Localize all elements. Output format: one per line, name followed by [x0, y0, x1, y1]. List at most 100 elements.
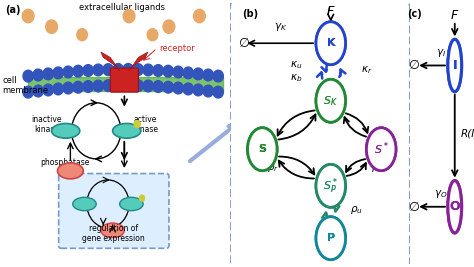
Ellipse shape [57, 163, 83, 179]
Circle shape [103, 80, 113, 92]
Text: $\rho_b$: $\rho_b$ [371, 162, 384, 174]
Circle shape [93, 64, 103, 76]
Ellipse shape [73, 197, 96, 211]
Text: K: K [327, 38, 335, 48]
Circle shape [73, 65, 83, 77]
Circle shape [448, 39, 462, 92]
Text: P: P [327, 233, 335, 243]
Circle shape [203, 69, 213, 81]
Ellipse shape [101, 223, 124, 238]
Circle shape [77, 29, 87, 41]
Circle shape [53, 83, 64, 95]
Text: $\rho_u$: $\rho_u$ [349, 204, 363, 216]
Text: receptor: receptor [160, 44, 195, 53]
Circle shape [83, 65, 93, 76]
Circle shape [23, 86, 33, 98]
Circle shape [173, 82, 183, 94]
Circle shape [316, 217, 346, 260]
Text: $S^*$: $S^*$ [374, 141, 389, 158]
Text: $\kappa_b$: $\kappa_b$ [291, 72, 303, 84]
Text: active
kinase: active kinase [133, 115, 158, 134]
Circle shape [163, 20, 175, 33]
Text: (a): (a) [5, 5, 20, 15]
Text: $\kappa_r$: $\kappa_r$ [361, 64, 373, 76]
Circle shape [153, 65, 164, 76]
Text: I: I [453, 59, 457, 72]
Circle shape [139, 195, 145, 201]
Circle shape [103, 64, 113, 76]
Circle shape [113, 64, 123, 75]
Circle shape [83, 81, 93, 92]
Text: $F$: $F$ [450, 9, 459, 22]
Circle shape [183, 83, 193, 95]
Circle shape [22, 9, 34, 23]
Ellipse shape [119, 197, 143, 211]
Circle shape [203, 85, 213, 97]
Circle shape [43, 68, 53, 80]
Circle shape [316, 22, 346, 65]
Text: O: O [449, 200, 460, 213]
FancyBboxPatch shape [59, 174, 169, 248]
Text: S: S [258, 144, 266, 154]
Text: R(I): R(I) [461, 128, 474, 138]
Polygon shape [129, 52, 148, 71]
Text: regulation of
gene expression: regulation of gene expression [82, 223, 145, 243]
Text: $\rho_r$: $\rho_r$ [267, 162, 279, 174]
Circle shape [448, 180, 462, 233]
FancyBboxPatch shape [110, 68, 138, 92]
Circle shape [193, 68, 203, 80]
Circle shape [213, 86, 223, 98]
Text: phosphatase: phosphatase [40, 158, 89, 167]
Circle shape [133, 64, 143, 76]
Circle shape [316, 79, 346, 122]
Circle shape [366, 128, 396, 171]
Circle shape [213, 70, 223, 82]
Circle shape [33, 85, 43, 97]
Circle shape [163, 65, 173, 77]
Circle shape [63, 66, 73, 78]
Text: $F$: $F$ [326, 5, 336, 18]
Circle shape [73, 81, 83, 93]
Text: $S_K$: $S_K$ [323, 94, 338, 108]
Text: S: S [258, 144, 266, 154]
Circle shape [53, 67, 64, 79]
Text: cell
membrane: cell membrane [2, 76, 48, 95]
Circle shape [183, 67, 193, 79]
Circle shape [133, 80, 143, 92]
Circle shape [366, 128, 396, 171]
Text: $S^*$: $S^*$ [374, 141, 389, 158]
Circle shape [247, 128, 277, 171]
Circle shape [123, 80, 133, 91]
FancyBboxPatch shape [230, 0, 410, 267]
Circle shape [316, 164, 346, 207]
Circle shape [43, 84, 53, 96]
Polygon shape [101, 52, 119, 71]
Text: $\emptyset$: $\emptyset$ [238, 36, 250, 50]
Circle shape [193, 84, 203, 96]
Circle shape [316, 22, 346, 65]
Text: $S_P^*$: $S_P^*$ [323, 176, 338, 196]
Circle shape [147, 29, 158, 41]
Circle shape [143, 80, 154, 92]
Circle shape [193, 9, 205, 23]
Text: (c): (c) [407, 9, 421, 19]
Text: extracellular ligands: extracellular ligands [79, 3, 165, 12]
Circle shape [316, 164, 346, 207]
Text: inactive
kinase: inactive kinase [32, 115, 62, 134]
Text: $\gamma_I$: $\gamma_I$ [436, 47, 446, 59]
Circle shape [247, 128, 277, 171]
Circle shape [163, 81, 173, 93]
Circle shape [33, 69, 43, 81]
Text: $F$: $F$ [326, 5, 336, 18]
Text: O: O [449, 200, 460, 213]
Circle shape [93, 80, 103, 92]
Text: $\kappa_u$: $\kappa_u$ [291, 59, 303, 70]
Text: (b): (b) [243, 9, 259, 19]
Circle shape [23, 70, 33, 82]
Circle shape [123, 64, 133, 75]
Circle shape [123, 9, 135, 23]
Ellipse shape [52, 123, 80, 138]
Circle shape [448, 180, 462, 233]
Circle shape [173, 66, 183, 78]
Text: $\gamma_K$: $\gamma_K$ [273, 21, 287, 33]
